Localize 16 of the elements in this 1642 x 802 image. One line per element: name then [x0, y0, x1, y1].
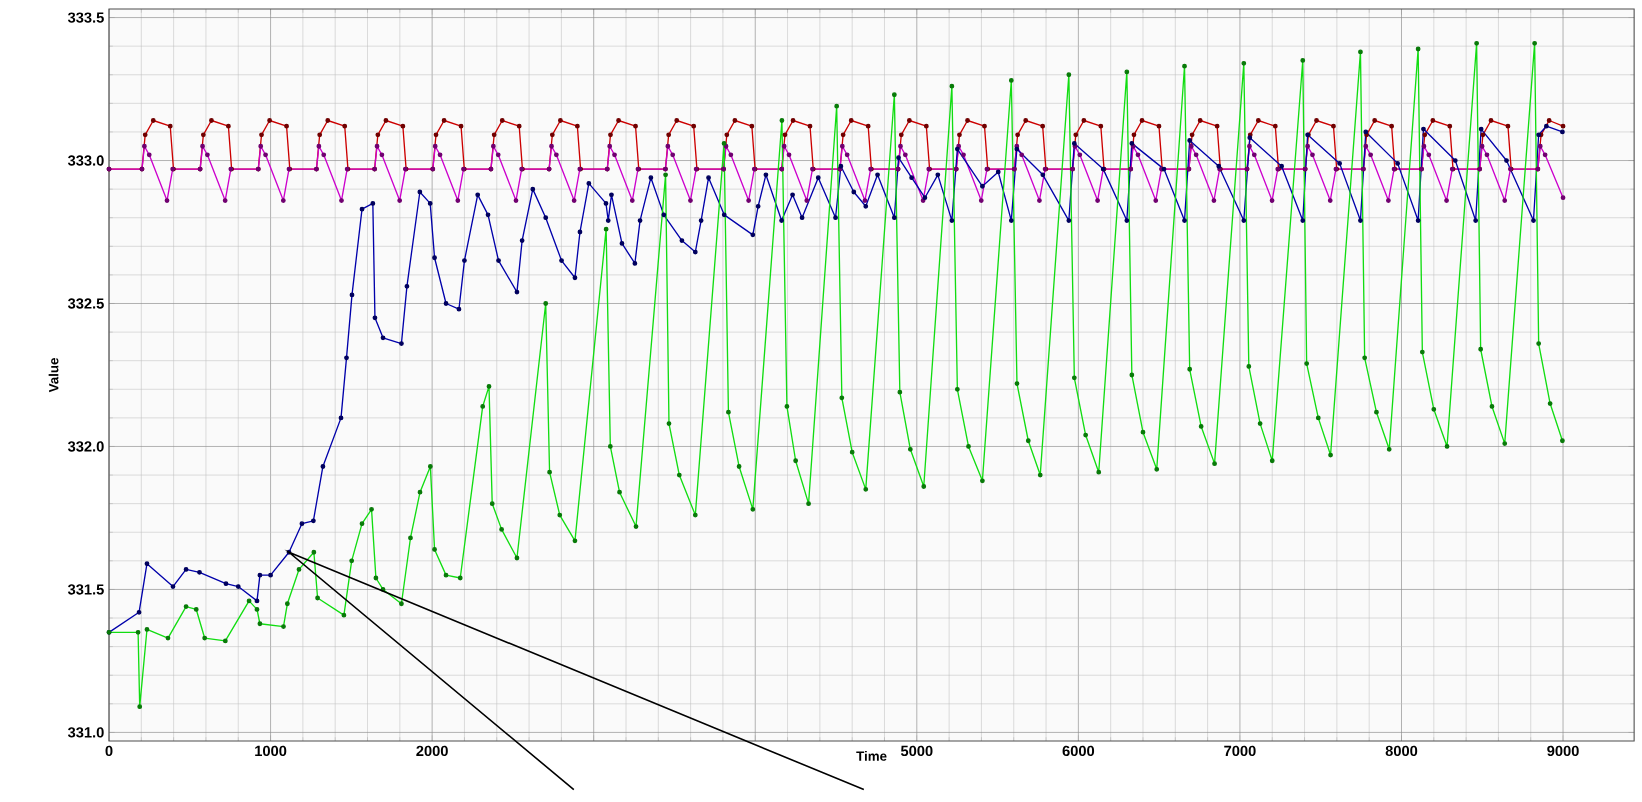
y-tick-label: 331.5	[67, 584, 104, 595]
x-tick-label: 5000	[900, 745, 933, 757]
y-axis-title: Value	[48, 358, 59, 393]
x-tick-label: 9000	[1547, 745, 1579, 757]
x-tick-label: 7000	[1224, 745, 1256, 757]
y-tick-label: 331.0	[67, 727, 104, 738]
y-tick-label: 332.0	[67, 441, 104, 452]
y-tick-label: 333.0	[67, 155, 104, 166]
x-tick-label: 8000	[1385, 745, 1418, 757]
x-tick-label: 0	[105, 745, 113, 757]
y-tick-label: 332.5	[67, 298, 104, 309]
y-tick-label: 333.5	[67, 12, 104, 23]
x-axis-title: Time	[856, 751, 887, 761]
x-tick-label: 1000	[255, 745, 287, 757]
x-tick-label: 2000	[416, 745, 448, 757]
x-tick-label: 6000	[1062, 745, 1095, 757]
